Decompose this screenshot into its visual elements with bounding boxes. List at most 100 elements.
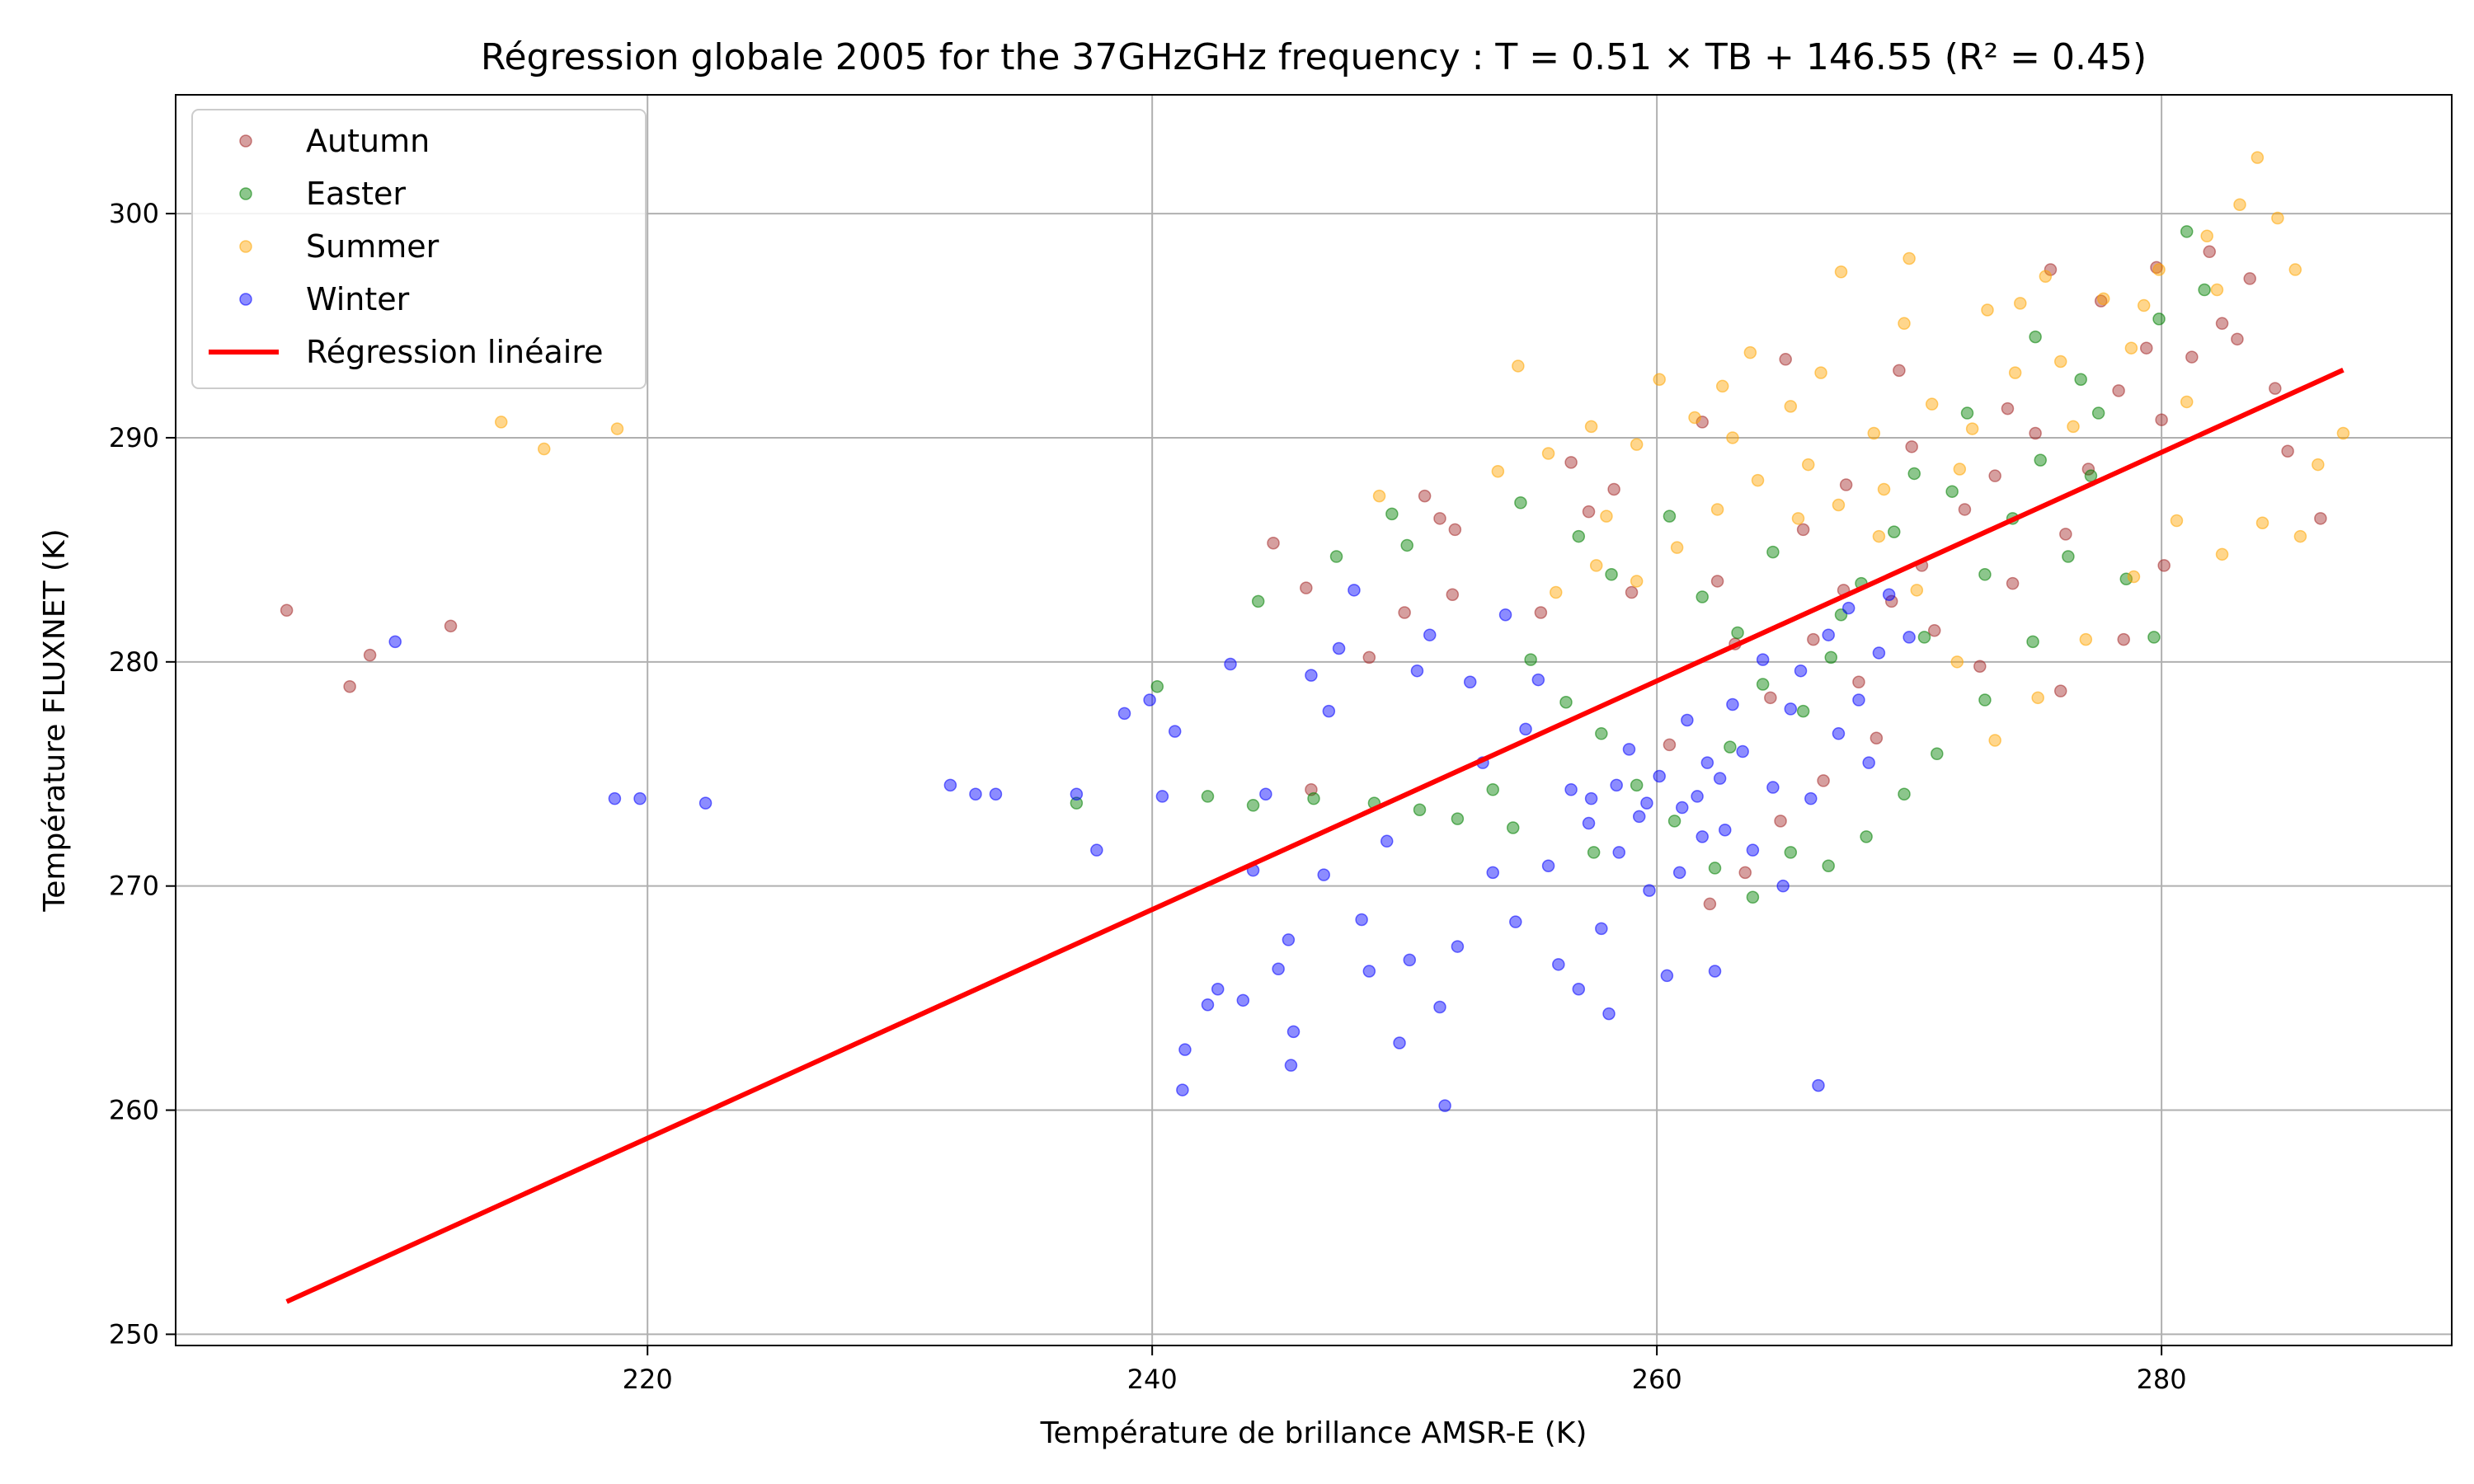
x-axis-label: Température de brillance AMSR-E (K) [1040,1416,1587,1450]
data-point [1663,738,1677,752]
data-point [2215,547,2229,561]
data-point [2067,420,2080,434]
data-point [1877,482,1891,496]
data-point [1713,772,1727,785]
data-point [1814,366,1827,379]
data-point [1531,673,1545,687]
series-easter [1070,225,2211,904]
data-point [2034,453,2047,467]
data-point [1070,787,1084,801]
data-point [1600,510,1613,523]
data-point [1696,416,1709,429]
data-point [2203,245,2217,259]
data-point [1779,353,1792,366]
data-point [2044,263,2058,276]
regression-line-group [285,368,2345,1304]
data-point [1888,525,1901,538]
data-point [1572,982,1586,996]
data-point [1534,606,1548,619]
data-point [1832,727,1846,740]
data-point [2119,572,2133,585]
data-point [1329,550,1343,563]
data-point [1587,846,1601,859]
plot-frame [175,94,2453,1346]
data-point [2200,229,2213,243]
data-point [1201,998,1215,1012]
data-point [1589,559,1603,572]
data-point [1201,790,1215,803]
series-winter [388,584,1916,1112]
data-point [1766,545,1780,559]
data-point [2008,366,2022,379]
data-point [2210,283,2224,297]
y-axis-label: Température FLUXNET (K) [38,528,72,912]
data-point [363,648,377,662]
legend-marker [239,187,252,200]
data-point [2079,632,2093,646]
data-point [1898,317,1911,331]
data-point [1438,1099,1451,1112]
data-point [343,679,356,693]
data-point [2059,528,2072,541]
data-point [1491,464,1505,478]
data-point [633,791,647,805]
data-point [1322,704,1336,718]
data-point [1681,713,1694,727]
data-point [1910,584,1924,597]
y-tick-label: 260 [109,1095,159,1126]
data-point [2053,355,2067,369]
data-point [1953,463,1967,476]
data-point [1710,575,1724,588]
legend-label: Autumn [306,123,430,159]
data-point [1867,426,1881,440]
data-point [1524,653,1537,666]
data-point [2147,631,2161,644]
data-point [1413,803,1427,816]
data-point [2243,272,2256,285]
data-point [1726,697,1739,711]
data-point [1446,588,1460,602]
data-point [2336,426,2350,440]
data-point [1622,743,1636,756]
data-point [1893,364,1906,378]
data-point [1305,669,1318,682]
data-point [1903,251,1916,265]
data-point [2081,463,2095,476]
data-point [280,603,294,618]
data-point [1700,756,1714,769]
data-point [1090,843,1103,857]
data-point [1307,791,1320,805]
data-point [1791,512,1805,525]
data-point [1660,969,1674,983]
legend-label: Régression linéaire [306,334,604,370]
legend-label: Winter [306,281,410,317]
grid-lines [176,95,2452,1345]
data-point [1070,796,1084,810]
data-point [1965,422,1979,435]
data-point [1519,722,1532,736]
data-point [1817,774,1830,787]
data-point [1398,606,1411,619]
y-tick-label: 290 [109,422,159,453]
data-point [1595,727,1608,740]
data-point [1362,650,1376,665]
data-point [1486,866,1500,880]
data-point [2198,283,2211,297]
data-point [1988,734,2001,747]
data-point [1746,890,1760,904]
data-point [1541,447,1555,460]
data-point [2233,198,2246,211]
data-point [1776,879,1790,893]
data-point [1812,1078,1825,1092]
data-point [1630,575,1644,588]
data-point [1751,473,1765,487]
data-point [1300,581,1313,594]
data-point [1907,467,1921,481]
data-point [1176,1083,1189,1097]
data-point [943,778,957,792]
data-point [1514,496,1527,510]
data-point [1385,507,1399,521]
data-point [1796,704,1810,718]
data-point [1852,675,1865,689]
